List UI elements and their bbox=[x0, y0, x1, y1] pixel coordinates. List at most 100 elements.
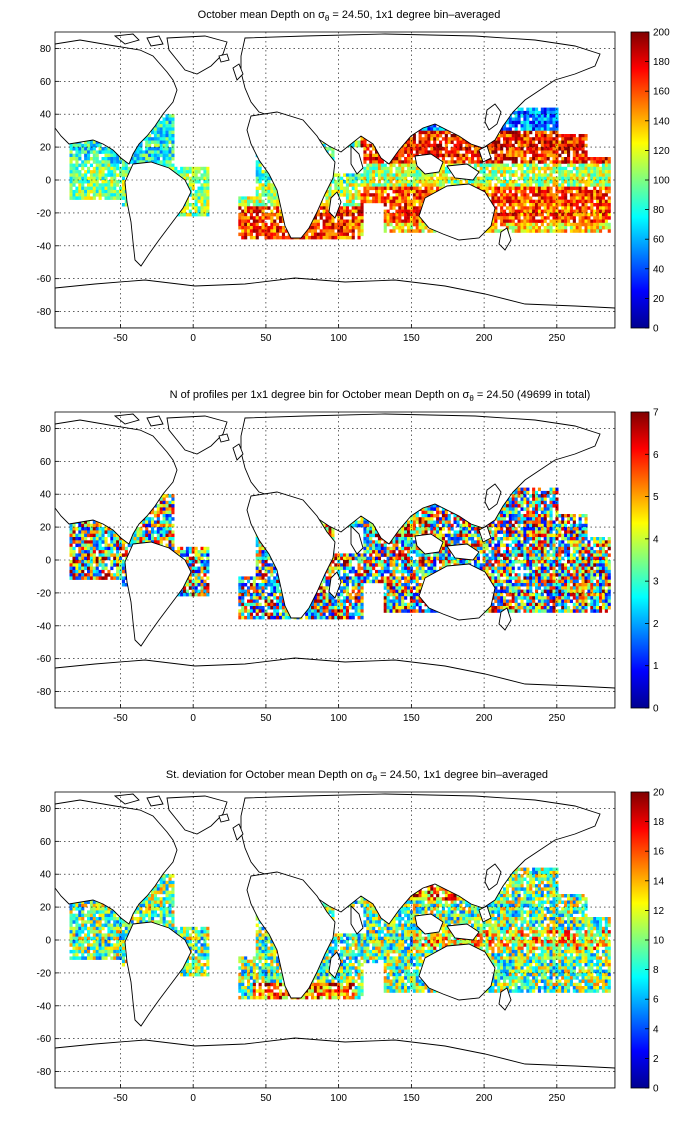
data-cell bbox=[194, 196, 198, 200]
data-cell bbox=[369, 176, 373, 181]
data-cell bbox=[441, 130, 446, 135]
data-cell bbox=[194, 193, 198, 197]
data-cell bbox=[101, 189, 105, 194]
data-cell bbox=[264, 212, 268, 217]
data-cell bbox=[139, 143, 143, 148]
data-cell bbox=[540, 212, 544, 217]
data-cell bbox=[398, 183, 402, 187]
data-cell bbox=[375, 163, 379, 168]
data-cell bbox=[183, 166, 187, 171]
data-cell bbox=[101, 546, 105, 551]
data-cell bbox=[596, 216, 600, 220]
x-tick-label: 50 bbox=[260, 333, 272, 344]
data-cell bbox=[535, 153, 539, 158]
data-cell bbox=[569, 193, 574, 197]
data-cell bbox=[357, 173, 361, 177]
data-cell bbox=[485, 173, 489, 177]
data-cell bbox=[546, 163, 550, 168]
data-cell bbox=[188, 183, 192, 187]
data-cell bbox=[427, 143, 431, 148]
data-cell bbox=[564, 222, 568, 227]
data-cell bbox=[465, 147, 469, 151]
data-cell bbox=[427, 186, 431, 191]
data-cell bbox=[564, 137, 568, 141]
data-cell bbox=[153, 143, 158, 148]
data-cell bbox=[540, 130, 544, 135]
data-cell bbox=[156, 143, 160, 148]
data-cell bbox=[540, 229, 544, 233]
data-cell bbox=[369, 186, 373, 191]
data-cell bbox=[526, 183, 530, 187]
data-cell bbox=[238, 232, 242, 237]
data-cell bbox=[596, 212, 600, 217]
data-cell bbox=[535, 222, 539, 227]
data-cell bbox=[593, 212, 597, 217]
data-cell bbox=[430, 124, 434, 128]
data-cell bbox=[540, 134, 544, 138]
data-cell bbox=[165, 140, 169, 144]
data-cell bbox=[540, 157, 544, 161]
data-cell bbox=[555, 203, 559, 207]
data-cell bbox=[404, 196, 408, 200]
data-cell bbox=[255, 203, 259, 207]
data-cell bbox=[569, 199, 574, 204]
data-cell bbox=[395, 222, 399, 227]
data-cell bbox=[258, 229, 262, 233]
data-cell bbox=[156, 157, 160, 161]
data-cell bbox=[514, 173, 518, 177]
data-cell bbox=[206, 183, 210, 187]
data-cell bbox=[567, 157, 571, 161]
data-cell bbox=[462, 157, 466, 161]
data-cell bbox=[572, 176, 576, 181]
data-cell bbox=[319, 216, 323, 220]
data-cell bbox=[357, 143, 361, 148]
data-cell bbox=[505, 186, 510, 191]
data-cell bbox=[206, 209, 210, 214]
data-cell bbox=[203, 176, 207, 181]
data-cell bbox=[119, 576, 123, 580]
y-tick-label: 20 bbox=[40, 143, 52, 154]
data-cell bbox=[596, 176, 600, 181]
data-cell bbox=[552, 229, 556, 233]
data-cell bbox=[453, 160, 457, 164]
data-cell bbox=[482, 186, 486, 191]
data-cell bbox=[529, 183, 533, 187]
data-cell bbox=[596, 170, 600, 174]
data-cell bbox=[407, 203, 411, 207]
data-cell bbox=[593, 219, 597, 223]
y-tick-label: -80 bbox=[37, 307, 52, 318]
data-cell bbox=[453, 137, 457, 141]
data-cell bbox=[491, 147, 495, 151]
data-cell bbox=[72, 163, 76, 168]
data-cell bbox=[180, 209, 184, 214]
data-cell bbox=[430, 183, 434, 187]
data-cell bbox=[267, 229, 271, 233]
data-cell bbox=[505, 134, 510, 138]
data-cell bbox=[552, 140, 556, 144]
data-cell bbox=[546, 196, 550, 200]
data-cell bbox=[561, 216, 565, 220]
data-cell bbox=[444, 153, 448, 158]
data-cell bbox=[331, 180, 335, 184]
data-cell bbox=[601, 176, 606, 181]
data-cell bbox=[351, 216, 355, 220]
data-cell bbox=[389, 203, 393, 207]
data-cell bbox=[520, 150, 524, 154]
data-cell bbox=[194, 173, 198, 177]
data-cell bbox=[87, 170, 91, 174]
data-cell bbox=[430, 176, 434, 181]
data-cell bbox=[567, 160, 571, 164]
data-cell bbox=[517, 153, 521, 158]
data-cell bbox=[497, 163, 501, 168]
data-cell bbox=[514, 229, 518, 233]
data-cell bbox=[75, 163, 79, 168]
data-cell bbox=[555, 147, 559, 151]
data-cell bbox=[503, 180, 507, 184]
data-cell bbox=[511, 137, 515, 141]
data-cell bbox=[599, 199, 603, 204]
data-cell bbox=[517, 216, 521, 220]
data-cell bbox=[593, 226, 597, 230]
data-cell bbox=[313, 216, 318, 220]
data-cell bbox=[575, 183, 579, 187]
data-cell bbox=[540, 203, 544, 207]
